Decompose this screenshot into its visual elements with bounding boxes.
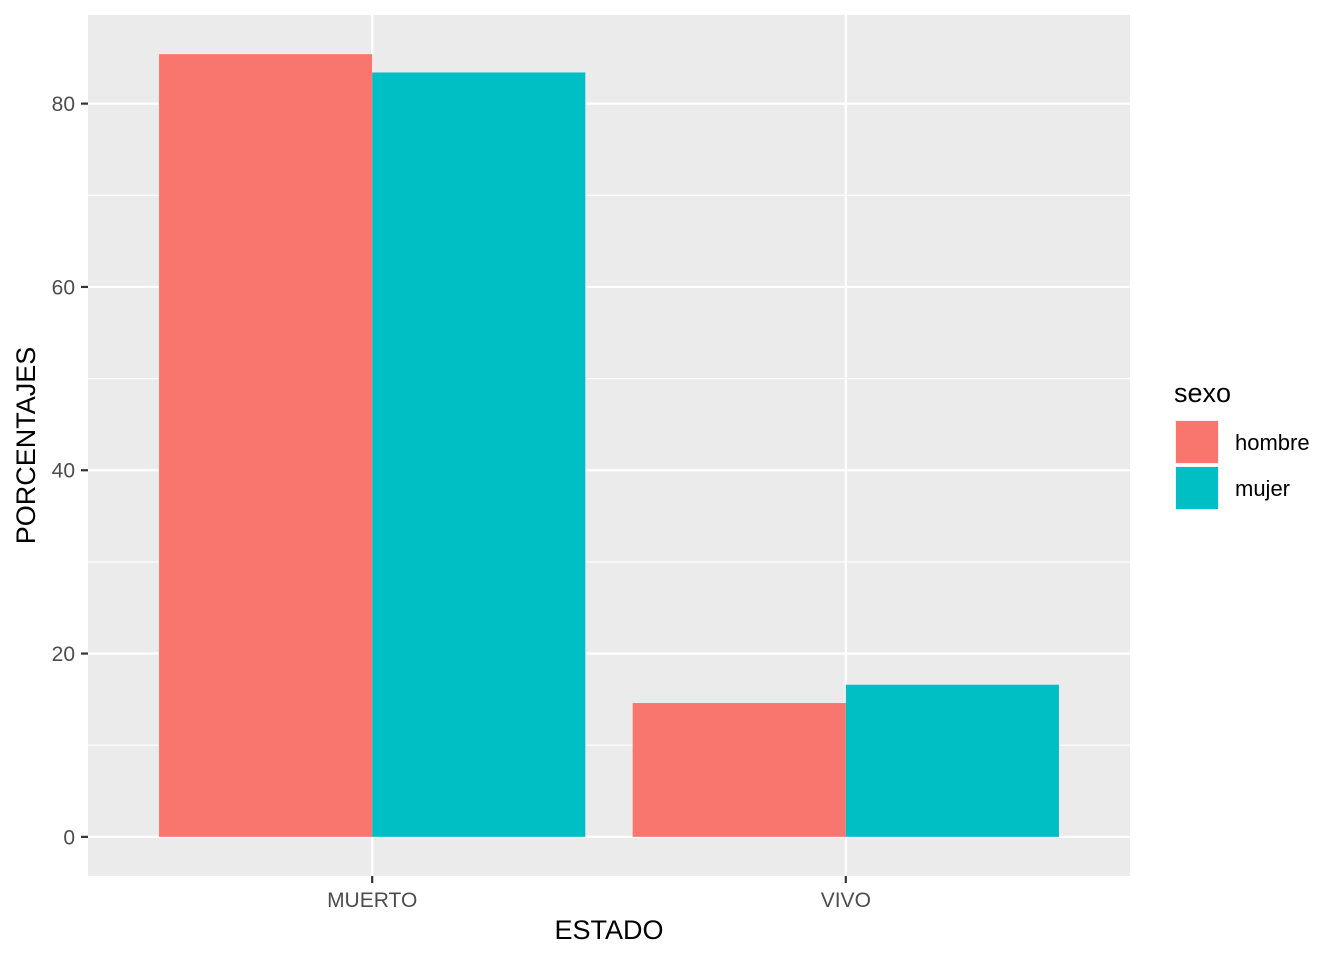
legend: sexo hombre mujer [1174,378,1310,510]
y-tick-label: 60 [52,276,75,299]
x-axis-title: ESTADO [554,915,663,945]
x-axis: MUERTO VIVO [327,876,871,912]
legend-title: sexo [1174,378,1231,408]
y-axis: 0 20 40 60 80 [52,93,88,849]
y-tick-label: 20 [52,643,75,666]
legend-key-mujer [1176,467,1218,509]
bar-mujer-vivo [845,684,1059,837]
legend-key-hombre [1176,421,1218,463]
bar-hombre-vivo [632,703,846,837]
x-tick-label: MUERTO [327,889,417,912]
bars [159,54,1059,837]
y-axis-title: PORCENTAJES [11,347,41,545]
legend-label-hombre: hombre [1235,430,1310,455]
y-tick-label: 80 [52,93,75,116]
legend-items: hombre mujer [1175,420,1310,510]
x-tick-label: VIVO [821,889,871,912]
y-tick-label: 0 [63,826,75,849]
bar-hombre-muerto [159,54,373,837]
bar-mujer-muerto [372,72,586,837]
legend-label-mujer: mujer [1235,476,1290,501]
y-tick-label: 40 [52,460,75,483]
